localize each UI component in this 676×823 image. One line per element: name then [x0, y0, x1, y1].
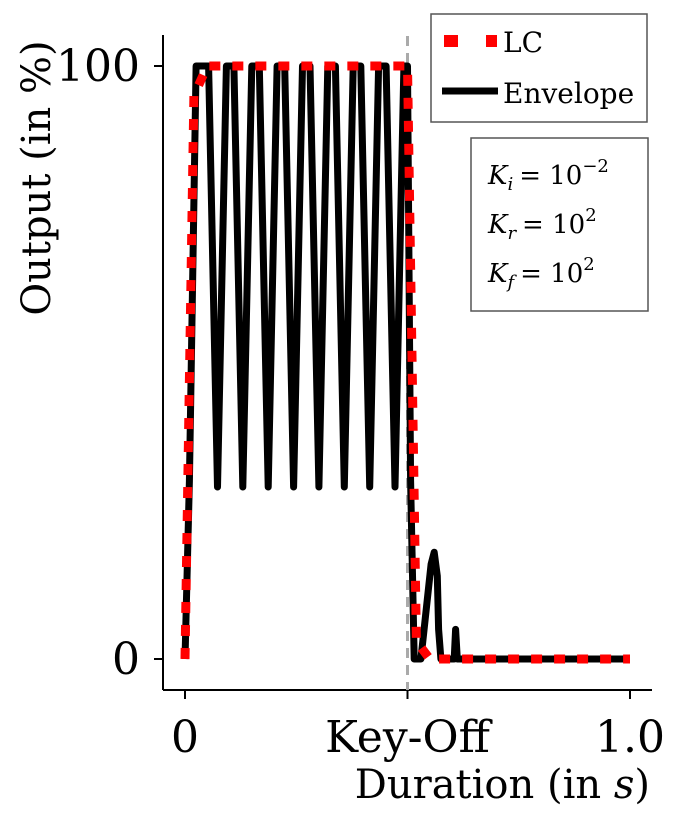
x-axis-label: Duration (in s): [355, 762, 650, 808]
legend-frame: [430, 13, 648, 123]
param-ki: Ki = 10−2: [487, 156, 609, 195]
legend: LC Envelope: [430, 13, 648, 123]
axis-tick-labels: 0 Key-Off 1.0 0 100: [56, 41, 665, 763]
x-tick-label: 0: [171, 712, 199, 763]
legend-lc-label: LC: [503, 26, 543, 59]
param-kf: Kf = 102: [487, 254, 595, 293]
x-axis-label-close: ): [634, 762, 650, 808]
series-line-lc: [180, 61, 630, 664]
axis-ticks: [154, 65, 631, 699]
param-kr: Kr = 102: [487, 205, 597, 244]
x-tick-label: Key-Off: [325, 712, 493, 763]
x-tick-label: 1.0: [595, 712, 665, 763]
y-tick-label: 0: [112, 634, 140, 685]
y-tick-label: 100: [56, 41, 140, 92]
parameter-box: Ki = 10−2 Kr = 102 Kf = 102: [470, 137, 649, 312]
y-axis-label: Output (in %): [14, 40, 60, 315]
x-axis-label-main: Duration (in: [355, 762, 614, 808]
parameter-frame: [470, 137, 649, 312]
series-group: [180, 61, 630, 664]
legend-envelope-label: Envelope: [503, 77, 634, 110]
x-axis-label-unit: s: [614, 762, 635, 808]
